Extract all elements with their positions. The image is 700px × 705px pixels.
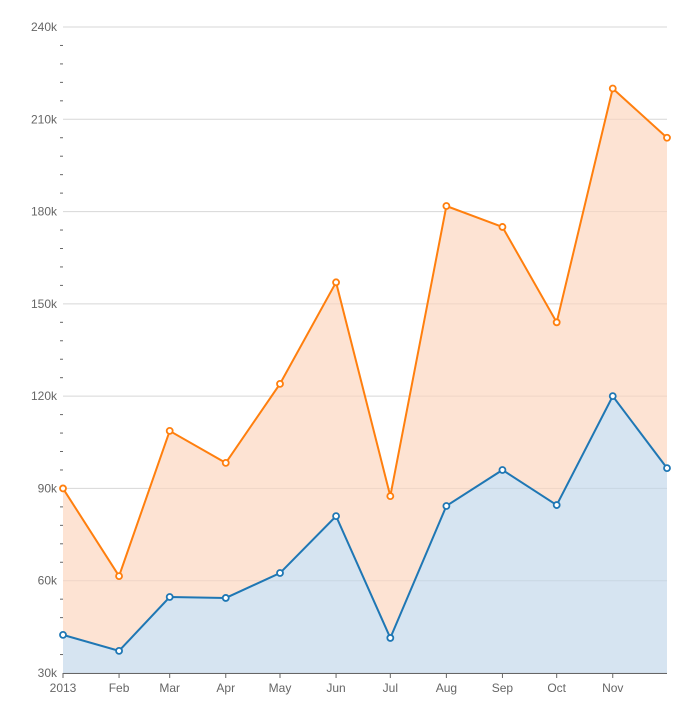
y-tick-label: 240k <box>31 20 58 34</box>
x-tick-label: Jul <box>383 681 398 695</box>
x-tick-label: Jun <box>326 681 345 695</box>
x-tick-label: May <box>269 681 292 695</box>
data-point <box>499 467 505 473</box>
data-point <box>554 319 560 325</box>
data-point <box>277 381 283 387</box>
x-tick-label: Aug <box>436 681 457 695</box>
data-point <box>443 203 449 209</box>
y-tick-label: 60k <box>38 574 58 588</box>
areas <box>63 27 667 673</box>
data-point <box>664 135 670 141</box>
y-tick-label: 30k <box>38 666 58 680</box>
data-point <box>167 428 173 434</box>
data-point <box>223 595 229 601</box>
x-tick-label: 2013 <box>50 681 77 695</box>
data-point <box>333 279 339 285</box>
y-tick-label: 180k <box>31 205 58 219</box>
x-tick-label: Feb <box>109 681 130 695</box>
data-point <box>610 86 616 92</box>
data-point <box>223 460 229 466</box>
data-point <box>333 513 339 519</box>
y-tick-label: 150k <box>31 297 58 311</box>
x-tick-label: Apr <box>216 681 235 695</box>
x-axis: 2013 Feb Mar Apr May Jun Jul Aug Sep Oct Nov <box>50 673 667 695</box>
data-point <box>443 503 449 509</box>
y-tick-label: 120k <box>31 389 58 403</box>
x-tick-label: Nov <box>602 681 623 695</box>
data-point <box>277 570 283 576</box>
y-tick-label: 90k <box>38 481 58 495</box>
x-tick-label: Mar <box>159 681 180 695</box>
area-chart: 30k 60k 90k 120k 150k 180k 210k 240k 2013 Feb Mar… <box>0 0 700 700</box>
x-tick-label: Oct <box>547 681 566 695</box>
data-point <box>554 502 560 508</box>
data-point <box>116 573 122 579</box>
x-tick-label: Sep <box>492 681 514 695</box>
data-point <box>499 224 505 230</box>
data-point <box>167 594 173 600</box>
data-point <box>387 635 393 641</box>
y-axis: 30k 60k 90k 120k 150k 180k 210k 240k <box>31 20 63 680</box>
y-tick-label: 210k <box>31 112 58 126</box>
data-point <box>610 393 616 399</box>
data-point <box>60 632 66 638</box>
data-point <box>387 493 393 499</box>
data-point <box>60 485 66 491</box>
data-point <box>664 465 670 471</box>
data-point <box>116 648 122 654</box>
